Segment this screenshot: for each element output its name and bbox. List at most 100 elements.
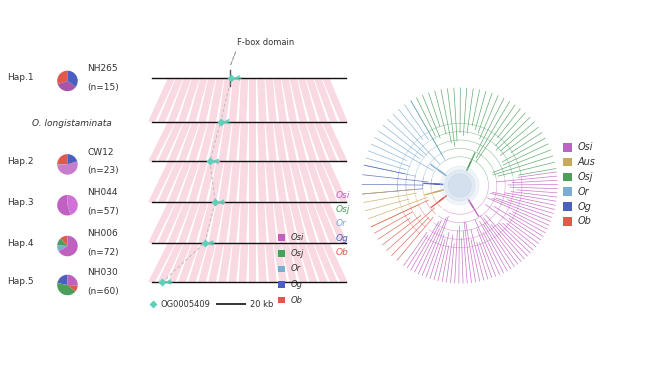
Polygon shape xyxy=(265,78,277,122)
Polygon shape xyxy=(290,202,307,243)
Polygon shape xyxy=(249,122,256,161)
Polygon shape xyxy=(282,78,297,122)
Polygon shape xyxy=(198,202,216,243)
Polygon shape xyxy=(208,78,224,122)
Polygon shape xyxy=(249,161,256,202)
Text: Hap.4: Hap.4 xyxy=(7,239,34,247)
Polygon shape xyxy=(314,243,338,282)
Polygon shape xyxy=(257,122,266,161)
Polygon shape xyxy=(290,78,307,122)
Text: Osi: Osi xyxy=(578,142,593,152)
Polygon shape xyxy=(257,78,266,122)
Polygon shape xyxy=(305,78,327,122)
Polygon shape xyxy=(314,122,338,161)
Polygon shape xyxy=(148,122,175,161)
Polygon shape xyxy=(148,243,175,282)
Wedge shape xyxy=(58,70,67,84)
Polygon shape xyxy=(229,161,240,202)
Polygon shape xyxy=(290,243,307,282)
Polygon shape xyxy=(322,122,348,161)
Polygon shape xyxy=(290,122,307,161)
Polygon shape xyxy=(178,161,200,202)
Text: Ob: Ob xyxy=(290,296,302,305)
Polygon shape xyxy=(148,202,175,243)
Polygon shape xyxy=(290,161,307,202)
Polygon shape xyxy=(305,202,327,243)
Polygon shape xyxy=(239,161,249,202)
Polygon shape xyxy=(158,122,184,161)
Polygon shape xyxy=(265,161,277,202)
Polygon shape xyxy=(168,202,192,243)
Polygon shape xyxy=(441,166,479,205)
Polygon shape xyxy=(322,243,348,282)
Polygon shape xyxy=(282,243,297,282)
Polygon shape xyxy=(273,161,287,202)
Polygon shape xyxy=(305,243,327,282)
Polygon shape xyxy=(198,122,216,161)
Text: Hap.5: Hap.5 xyxy=(7,278,34,286)
Text: Or: Or xyxy=(578,187,589,197)
Wedge shape xyxy=(59,236,78,256)
Polygon shape xyxy=(314,202,338,243)
Polygon shape xyxy=(198,78,216,122)
Polygon shape xyxy=(219,243,232,282)
Polygon shape xyxy=(322,78,348,122)
Bar xyxy=(278,281,285,288)
Polygon shape xyxy=(188,161,208,202)
Text: Osj: Osj xyxy=(335,205,350,214)
Polygon shape xyxy=(198,161,216,202)
Text: (n=15): (n=15) xyxy=(88,83,120,92)
Polygon shape xyxy=(314,161,338,202)
Polygon shape xyxy=(178,202,200,243)
Polygon shape xyxy=(229,243,240,282)
Polygon shape xyxy=(219,202,232,243)
Polygon shape xyxy=(297,78,317,122)
Polygon shape xyxy=(229,122,240,161)
Polygon shape xyxy=(257,243,266,282)
Polygon shape xyxy=(208,122,224,161)
Text: Osj: Osj xyxy=(290,249,303,258)
Polygon shape xyxy=(322,202,348,243)
Text: Or: Or xyxy=(290,265,300,273)
Wedge shape xyxy=(67,285,78,292)
Wedge shape xyxy=(67,275,78,286)
Polygon shape xyxy=(229,202,240,243)
Bar xyxy=(563,143,572,151)
Text: Hap.1: Hap.1 xyxy=(7,73,34,82)
Polygon shape xyxy=(305,122,327,161)
Polygon shape xyxy=(273,122,287,161)
Polygon shape xyxy=(314,78,338,122)
Polygon shape xyxy=(219,122,232,161)
Polygon shape xyxy=(249,78,256,122)
Text: OG0005409: OG0005409 xyxy=(161,300,210,309)
Polygon shape xyxy=(249,243,256,282)
Wedge shape xyxy=(58,275,67,285)
Polygon shape xyxy=(239,122,249,161)
Polygon shape xyxy=(273,78,287,122)
Text: CW12: CW12 xyxy=(88,148,114,157)
Polygon shape xyxy=(219,78,232,122)
Polygon shape xyxy=(282,202,297,243)
Text: Og: Og xyxy=(335,234,348,243)
Text: (n=57): (n=57) xyxy=(88,207,120,216)
Text: Hap.2: Hap.2 xyxy=(7,157,34,166)
Text: O. longistaminata: O. longistaminata xyxy=(32,119,112,128)
Text: (n=23): (n=23) xyxy=(88,166,119,175)
Text: Aus: Aus xyxy=(578,157,596,167)
Polygon shape xyxy=(188,243,208,282)
Polygon shape xyxy=(148,161,175,202)
Text: NH044: NH044 xyxy=(88,188,118,197)
Polygon shape xyxy=(188,78,208,122)
Text: Or: Or xyxy=(335,219,346,228)
Polygon shape xyxy=(198,243,216,282)
Polygon shape xyxy=(168,78,192,122)
Text: NH006: NH006 xyxy=(88,229,118,238)
Bar xyxy=(563,202,572,211)
Text: (n=72): (n=72) xyxy=(88,248,119,257)
Polygon shape xyxy=(265,243,277,282)
Polygon shape xyxy=(178,78,200,122)
Polygon shape xyxy=(219,161,232,202)
Text: Og: Og xyxy=(578,201,592,211)
Polygon shape xyxy=(178,122,200,161)
Polygon shape xyxy=(208,243,224,282)
